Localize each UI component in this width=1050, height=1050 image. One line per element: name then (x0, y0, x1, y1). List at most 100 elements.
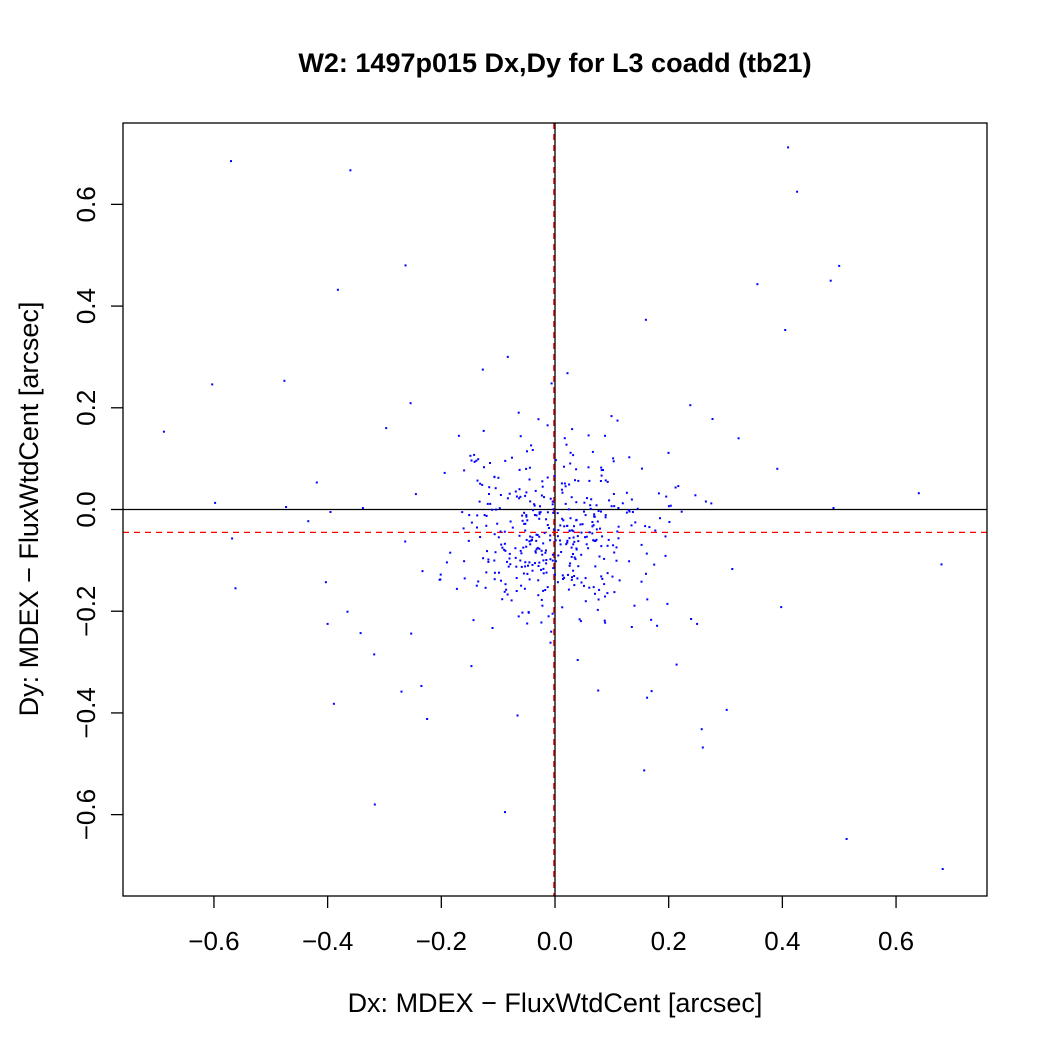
data-point (546, 524, 549, 526)
data-point (565, 543, 568, 546)
data-point (518, 488, 521, 491)
data-point (487, 558, 490, 561)
data-point (531, 536, 534, 539)
data-point (593, 515, 596, 518)
data-point (495, 508, 497, 511)
data-point (587, 547, 590, 550)
data-point (568, 483, 571, 486)
data-point (507, 565, 510, 568)
data-point (414, 493, 417, 496)
data-point (589, 504, 592, 507)
data-point (598, 555, 601, 558)
data-point (572, 454, 575, 457)
data-point (608, 499, 611, 502)
data-point (469, 454, 472, 457)
data-point (554, 560, 557, 563)
data-point (576, 577, 579, 580)
data-point (941, 868, 944, 870)
data-point (540, 549, 543, 552)
data-point (598, 588, 601, 591)
data-point (569, 451, 572, 454)
data-point (518, 468, 521, 471)
data-point (559, 543, 562, 546)
data-point (568, 564, 571, 567)
data-point (610, 415, 613, 418)
data-point (473, 460, 476, 463)
data-point (315, 481, 318, 484)
data-point (493, 533, 496, 536)
data-point (564, 485, 567, 488)
data-point (482, 557, 485, 560)
data-point (479, 482, 482, 485)
data-point (737, 437, 740, 440)
data-point (617, 507, 620, 509)
data-point (542, 572, 545, 575)
data-point (633, 604, 636, 607)
data-point (584, 536, 586, 539)
data-point (543, 496, 545, 499)
data-point (597, 689, 600, 692)
data-point (540, 568, 542, 571)
data-point (524, 522, 527, 525)
data-point (542, 559, 545, 562)
data-point (845, 838, 848, 840)
data-point (597, 510, 600, 512)
data-point (604, 434, 606, 437)
data-point (522, 572, 525, 575)
data-point (500, 543, 503, 546)
data-point (521, 514, 524, 517)
data-point (538, 511, 541, 514)
x-tick-label: −0.2 (416, 926, 467, 956)
data-point (585, 543, 588, 546)
data-point (554, 459, 557, 462)
data-point (602, 469, 604, 471)
data-point (564, 502, 567, 505)
data-point (643, 769, 646, 772)
data-point (504, 811, 506, 814)
data-point (612, 457, 615, 460)
data-point (531, 539, 533, 541)
data-point (501, 546, 504, 549)
data-point (612, 493, 615, 495)
data-point (545, 559, 548, 561)
data-point (829, 279, 832, 282)
data-point (587, 466, 590, 469)
data-point (617, 537, 620, 540)
data-point (551, 503, 554, 506)
data-point (525, 491, 528, 494)
data-point (561, 574, 564, 577)
y-tick-label: −0.6 (71, 789, 101, 840)
data-point (521, 611, 524, 614)
data-point (704, 500, 707, 503)
data-point (606, 572, 609, 575)
data-point (600, 469, 603, 472)
data-point (506, 355, 509, 358)
data-point (604, 595, 606, 598)
data-point (493, 578, 496, 581)
data-point (373, 803, 376, 806)
data-point (592, 524, 595, 527)
data-point (667, 505, 670, 508)
data-point (541, 480, 544, 483)
data-point (648, 526, 651, 529)
data-point (600, 510, 602, 513)
data-point (514, 547, 517, 550)
data-point (572, 536, 575, 539)
data-point (534, 551, 537, 554)
data-point (475, 459, 478, 462)
data-point (468, 514, 471, 517)
data-point (540, 621, 543, 624)
data-point (627, 509, 630, 512)
data-point (537, 594, 540, 597)
data-point (589, 507, 592, 510)
y-tick-label: 0.4 (71, 288, 101, 324)
data-point (665, 495, 668, 498)
data-point (646, 696, 649, 699)
data-point (594, 592, 596, 595)
data-point (528, 578, 531, 581)
data-point (570, 546, 573, 549)
data-point (549, 558, 552, 561)
data-point (470, 459, 473, 462)
data-point (483, 514, 486, 517)
